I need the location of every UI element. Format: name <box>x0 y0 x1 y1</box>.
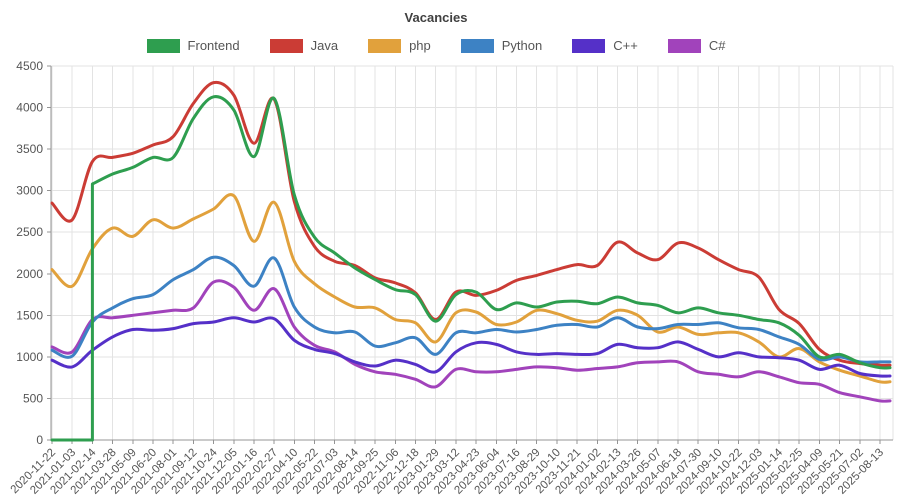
y-axis-label: 3000 <box>16 184 43 198</box>
y-axis-label: 3500 <box>16 142 43 156</box>
legend-label-java: Java <box>310 38 339 53</box>
series-line-python[interactable] <box>50 255 892 364</box>
y-axis-label: 4000 <box>16 101 43 115</box>
legend-label-python: Python <box>501 38 543 53</box>
series-line-csharp[interactable] <box>50 279 892 403</box>
y-axis-label: 2000 <box>16 267 43 281</box>
legend-item-python[interactable]: Python <box>460 38 543 53</box>
y-axis-label: 1000 <box>16 350 43 364</box>
y-axis-label: 500 <box>23 391 43 405</box>
legend-swatch-java <box>269 38 303 53</box>
series-line-frontend[interactable] <box>50 95 892 442</box>
legend-item-cplusplus[interactable]: C++ <box>572 38 638 53</box>
legend-label-csharp: C# <box>708 38 726 53</box>
chart-header: Vacancies Frontend Java php Python C++ C# <box>0 0 872 53</box>
y-axis-label: 1500 <box>16 308 43 322</box>
legend-item-php[interactable]: php <box>368 38 431 53</box>
y-axis-label: 4500 <box>16 59 43 73</box>
legend-item-csharp[interactable]: C# <box>667 38 726 53</box>
series-line-php[interactable] <box>50 193 892 384</box>
chart-legend: Frontend Java php Python C++ C# <box>0 38 872 53</box>
legend-swatch-frontend <box>146 38 180 53</box>
legend-label-cplusplus: C++ <box>613 38 638 53</box>
legend-item-frontend[interactable]: Frontend <box>146 38 240 53</box>
legend-label-php: php <box>409 38 431 53</box>
y-axis-labels: 0 500 1000 1500 2000 2500 3000 3500 4000 4500 <box>16 59 43 447</box>
y-axis-label: 0 <box>36 433 43 447</box>
legend-swatch-php <box>368 38 402 53</box>
legend-swatch-cplusplus <box>572 38 606 53</box>
series-line-java[interactable] <box>50 80 892 367</box>
x-axis-labels: 2020-11-222021-01-032021-02-142021-03-28… <box>9 446 886 497</box>
legend-swatch-python <box>460 38 494 53</box>
series-line-cplusplus[interactable] <box>50 316 892 378</box>
axes <box>47 65 893 444</box>
legend-swatch-csharp <box>667 38 701 53</box>
y-axis-label: 2500 <box>16 225 43 239</box>
legend-item-java[interactable]: Java <box>269 38 339 53</box>
legend-label-frontend: Frontend <box>187 38 240 53</box>
gridlines <box>51 65 894 441</box>
